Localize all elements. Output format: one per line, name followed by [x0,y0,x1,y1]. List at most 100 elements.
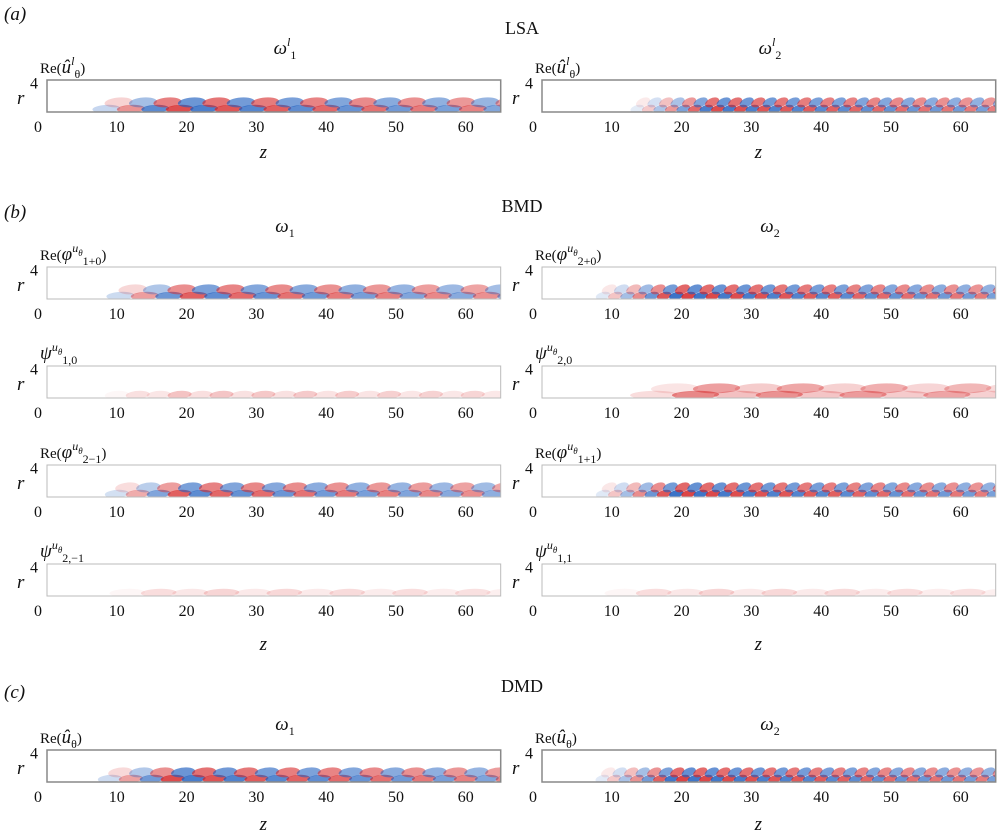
field-blob [1003,284,1006,294]
label-part: ) [596,248,601,264]
z-tick-label: 20 [179,504,195,521]
field-blob [146,489,171,497]
z-tick-label: 20 [674,789,690,806]
label-part: 1+0 [83,254,102,268]
field [104,390,501,398]
z-tick-label: 50 [388,603,404,620]
field-blob [877,767,892,778]
field-blob [693,767,708,778]
field-blob [785,97,800,108]
field-blob [964,104,979,112]
field-blob [620,291,635,299]
field-blob [713,390,762,398]
field-blob [716,767,731,778]
label-part: 1 [289,724,295,738]
field-blob [167,390,192,398]
column-title: ωl1 [274,35,297,62]
field-blob [188,390,213,398]
field-blob [324,482,349,493]
column-title: ωl2 [759,35,782,62]
z-tick-label: 0 [529,405,537,422]
field-blob [818,383,866,394]
field-blob [356,390,381,398]
field-blob [399,291,428,299]
field-blob [191,767,217,778]
r-tick-label: 4 [30,560,38,577]
field-blob [750,767,765,778]
field-blob [296,767,321,778]
field-blob [819,767,835,778]
field-blob [146,390,171,398]
z-tick-label: 60 [458,504,474,521]
field-blob [377,489,401,497]
field-blob [723,482,739,493]
r-tick-label: 4 [30,746,38,763]
field-blob [728,97,743,108]
field-blob [986,489,996,497]
panel-frame [541,79,997,113]
field-blob [797,390,845,398]
field-blob [664,104,679,112]
field-blob [167,284,196,295]
z-axis-label: z [754,142,763,163]
z-tick-label: 20 [179,603,195,620]
field-blob [411,284,440,295]
field-blob [632,489,647,497]
field-blob [658,767,673,778]
column-title: ω2 [760,714,779,738]
z-axis-label: z [754,634,763,655]
panel-label: ψuθ2,−1 [40,538,84,565]
field-blob [601,482,617,493]
z-tick-label: 40 [318,405,334,422]
field-blob [392,588,428,596]
field-blob [843,97,858,108]
field [630,97,996,112]
panel-frame [46,79,502,113]
r-axis-label: r [17,374,25,395]
field-blob [455,588,491,596]
field-blob [289,284,318,295]
field-blob [854,97,869,108]
field-blob [796,767,811,778]
panel-frame [46,365,502,399]
field-blob [398,390,422,398]
field-blob [946,97,962,108]
label-part: φ [62,442,73,463]
field-blob [506,105,538,113]
label-part: θ [71,737,77,751]
field-blob [202,97,231,108]
field-blob [650,284,666,295]
field-blob [118,284,147,295]
field-blob [240,482,265,493]
field-blob [761,588,798,596]
z-tick-label: 60 [458,119,474,136]
label-part: θ [566,737,572,751]
z-tick-label: 30 [248,306,264,323]
label-part: l [566,54,570,68]
z-tick-label: 60 [953,504,969,521]
panel-label: Re(φuθ1+1) [535,439,601,466]
field-blob [964,774,978,782]
field-blob [997,775,1006,783]
field-blob [797,97,812,108]
label-part: u [547,538,553,552]
z-tick-label: 60 [953,405,969,422]
field-blob [958,97,973,108]
z-tick-label: 10 [604,504,620,521]
field-blob [635,588,672,596]
field-blob [471,482,496,493]
r-axis-label: r [512,473,520,494]
field-blob [693,97,708,108]
field-blob [481,489,501,497]
z-tick-label: 10 [109,405,125,422]
field-blob [675,482,690,493]
field-blob [969,97,985,108]
field-blob [326,291,355,299]
field-blob [962,489,977,497]
z-tick-label: 60 [953,119,969,136]
field-blob [397,97,426,108]
panel-frame [541,749,997,783]
z-tick-label: 0 [34,306,42,323]
field-blob [792,588,829,596]
z-tick-label: 0 [529,603,537,620]
